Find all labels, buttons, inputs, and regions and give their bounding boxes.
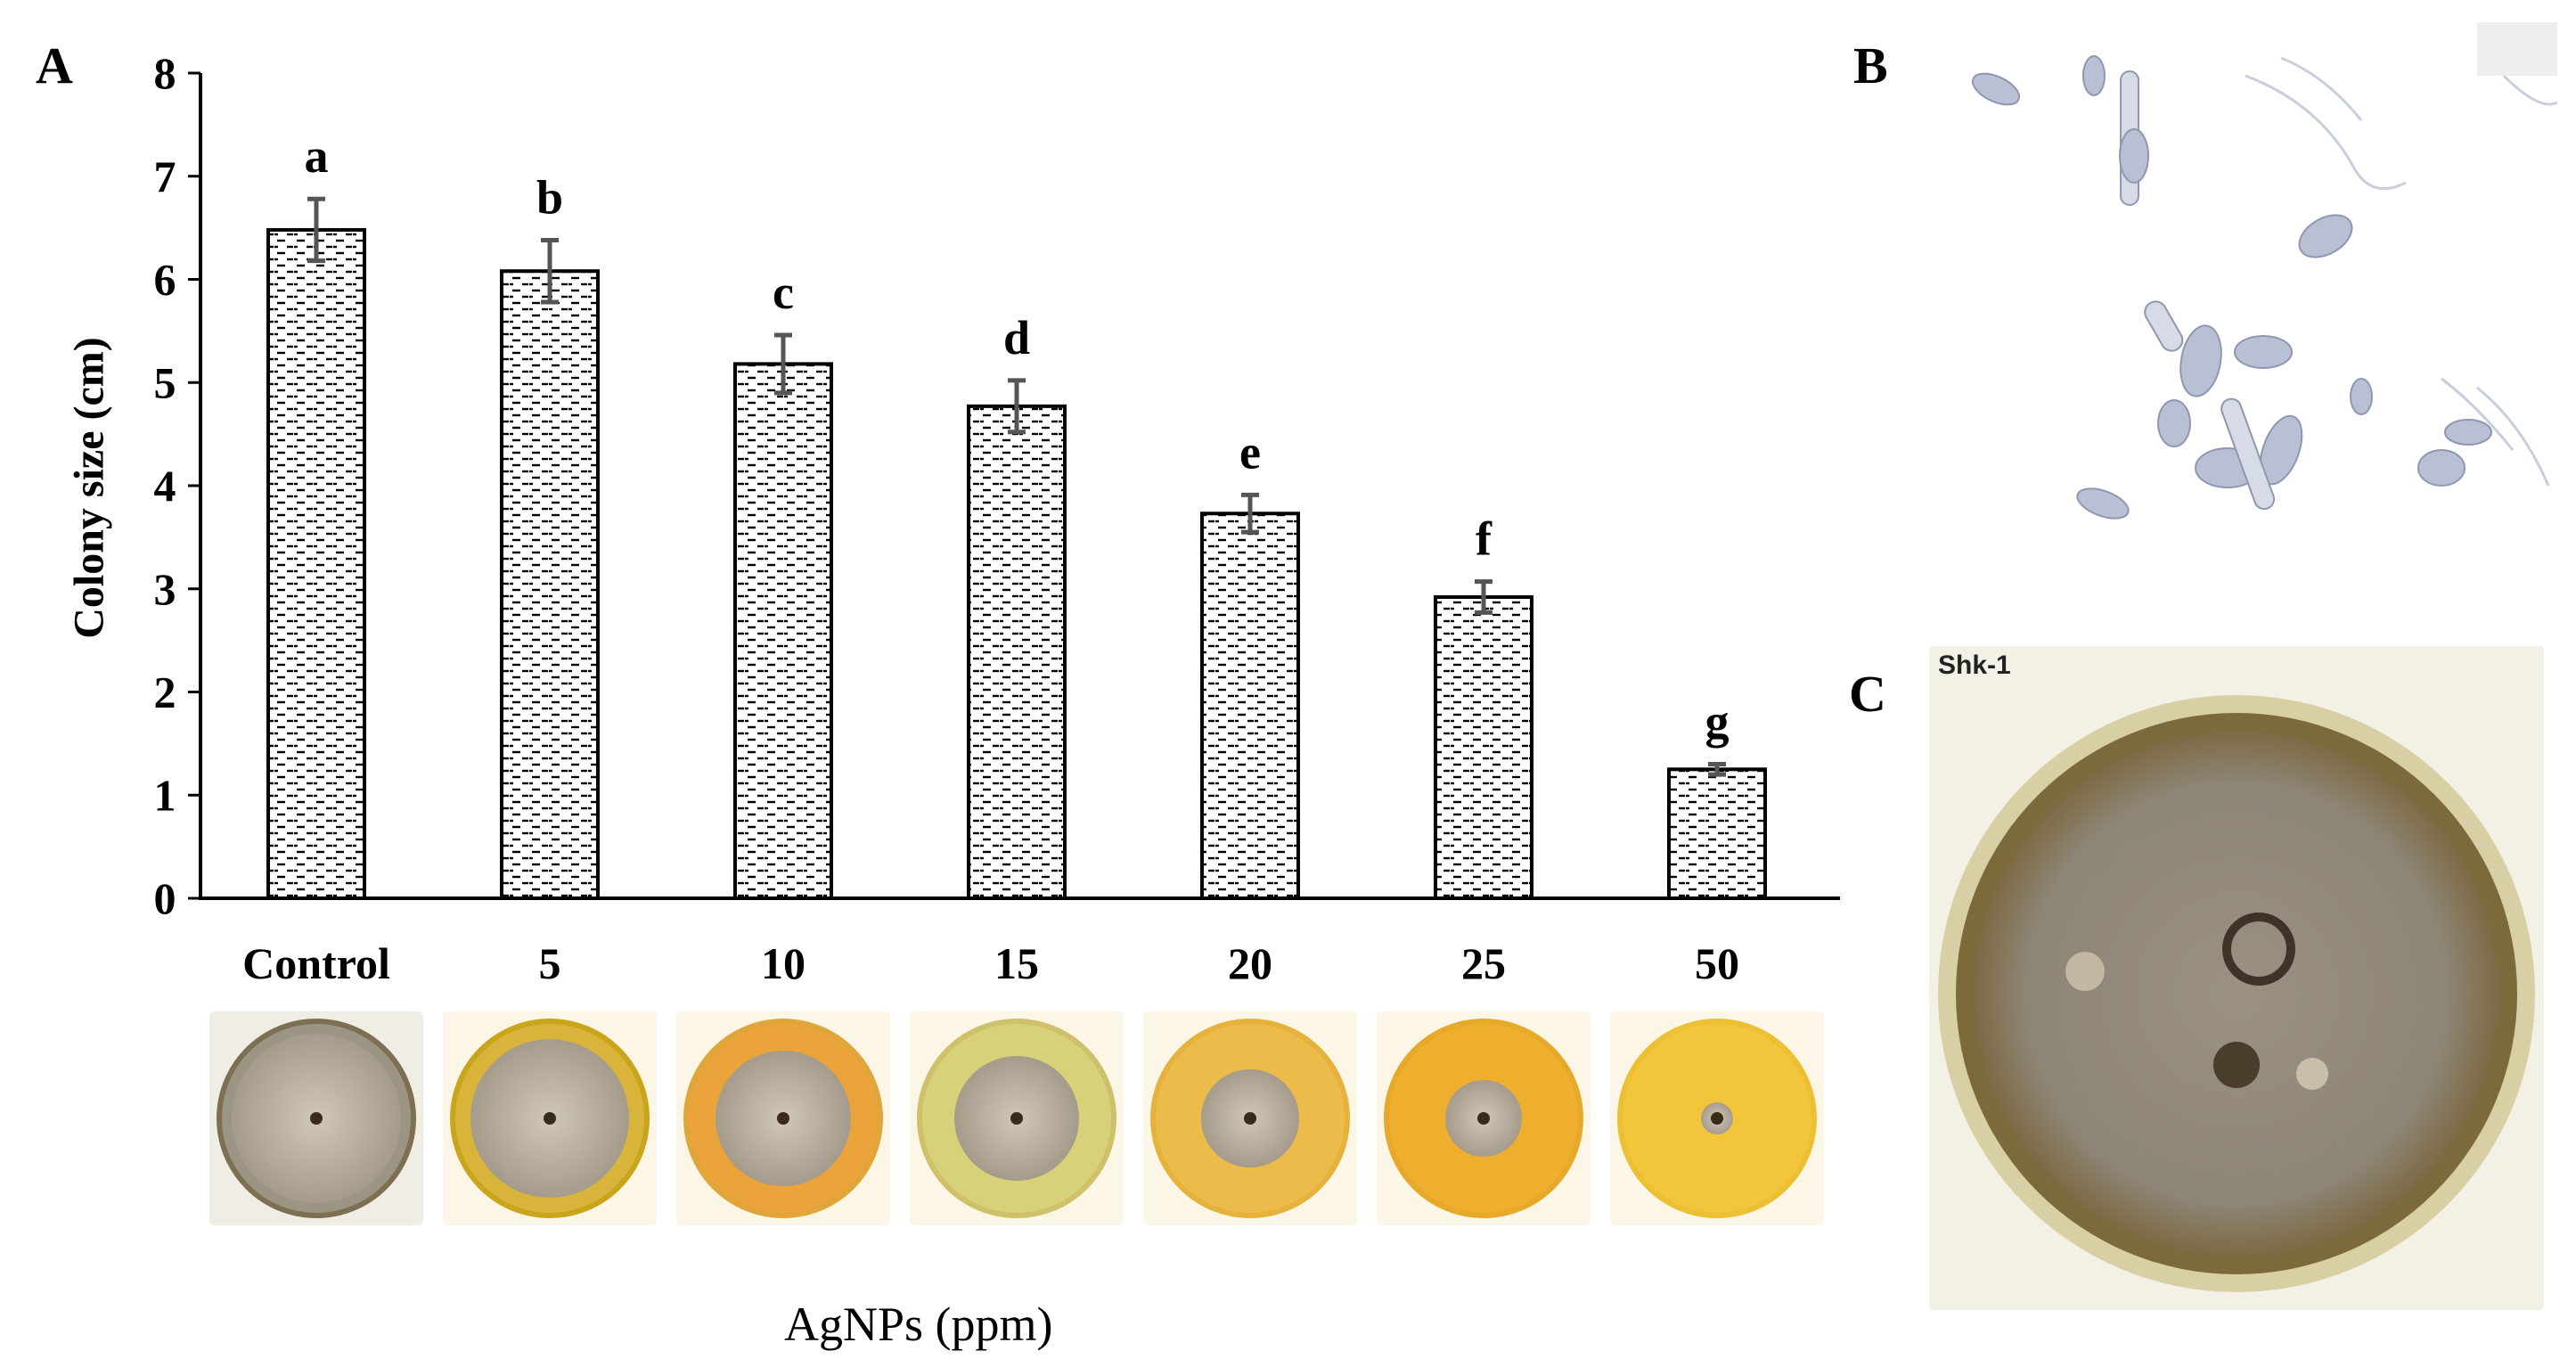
error-bar (1708, 762, 1726, 777)
y-tick-label: 8 (154, 48, 176, 98)
bar-10 (733, 362, 833, 901)
y-tick-label: 3 (154, 564, 176, 614)
colony-core (310, 1112, 323, 1125)
bar-20 (1200, 512, 1300, 900)
category-label: 10 (761, 938, 806, 988)
significance-letter: e (1239, 425, 1261, 479)
significance-letter: a (305, 129, 329, 183)
significance-letter: d (1003, 311, 1030, 364)
y-tick-label: 2 (154, 667, 176, 717)
error-bar (541, 238, 559, 305)
colony-core (1244, 1112, 1256, 1125)
colony-core (1477, 1112, 1490, 1125)
colony-core (777, 1112, 789, 1125)
plate-photo-15 (910, 1011, 1124, 1225)
category-label: Control (242, 938, 390, 988)
y-tick-label: 4 (154, 461, 176, 511)
y-ticks-group: 0 1 2 3 4 5 6 7 8 (154, 48, 200, 923)
bar-control (266, 227, 366, 900)
plate-photo-25 (1377, 1011, 1591, 1225)
y-tick-label: 1 (154, 770, 176, 820)
error-bar (1475, 579, 1492, 615)
colony-core (544, 1112, 556, 1125)
category-label: 20 (1228, 938, 1272, 988)
error-bar (1241, 492, 1259, 535)
shk-1-plate-photo (1929, 646, 2544, 1310)
significance-letter: f (1476, 512, 1492, 566)
panel-label-b: B (1853, 37, 1888, 94)
category-label: 5 (538, 938, 561, 988)
bar-15 (967, 404, 1067, 900)
error-bar (1008, 378, 1026, 435)
category-label: 50 (1695, 938, 1739, 988)
plate-photo-10 (676, 1011, 890, 1225)
conidia-micrograph (1942, 22, 2557, 535)
plate-photo-50 (1610, 1011, 1824, 1225)
y-tick-label: 7 (154, 151, 176, 201)
colony-core (1711, 1112, 1723, 1125)
error-bar (307, 196, 325, 264)
significance-letter: b (536, 171, 563, 225)
bar-25 (1434, 595, 1533, 900)
bar-chart: a b c d e f g 0 1 2 3 4 5 6 7 8 (154, 48, 1840, 923)
y-tick-label: 6 (154, 255, 176, 305)
plate-caption: Shk-1 (1938, 651, 2011, 680)
plate-photo-20 (1143, 1011, 1357, 1225)
significance-letter: c (773, 266, 794, 319)
plate-photo-control (209, 1011, 423, 1225)
plate-rim (1150, 1019, 1350, 1218)
significance-letter: g (1705, 695, 1730, 749)
bar-5 (500, 269, 600, 900)
plate-rim (917, 1019, 1116, 1218)
category-label: 25 (1461, 938, 1506, 988)
bar-50 (1667, 767, 1767, 900)
x-axis-label: AgNPs (ppm) (784, 1298, 1053, 1351)
colony-core (1010, 1112, 1023, 1125)
plate-photo-5 (443, 1011, 657, 1225)
error-bar (774, 332, 792, 396)
panel-label-c: C (1849, 665, 1886, 723)
category-label: 15 (994, 938, 1039, 988)
panel-label-a: A (36, 37, 73, 94)
y-axis-label: Colony size (cm) (65, 337, 113, 639)
y-tick-label: 5 (154, 357, 176, 407)
bars-group: a b c d e f g (266, 129, 1767, 901)
y-tick-label: 0 (154, 873, 176, 923)
